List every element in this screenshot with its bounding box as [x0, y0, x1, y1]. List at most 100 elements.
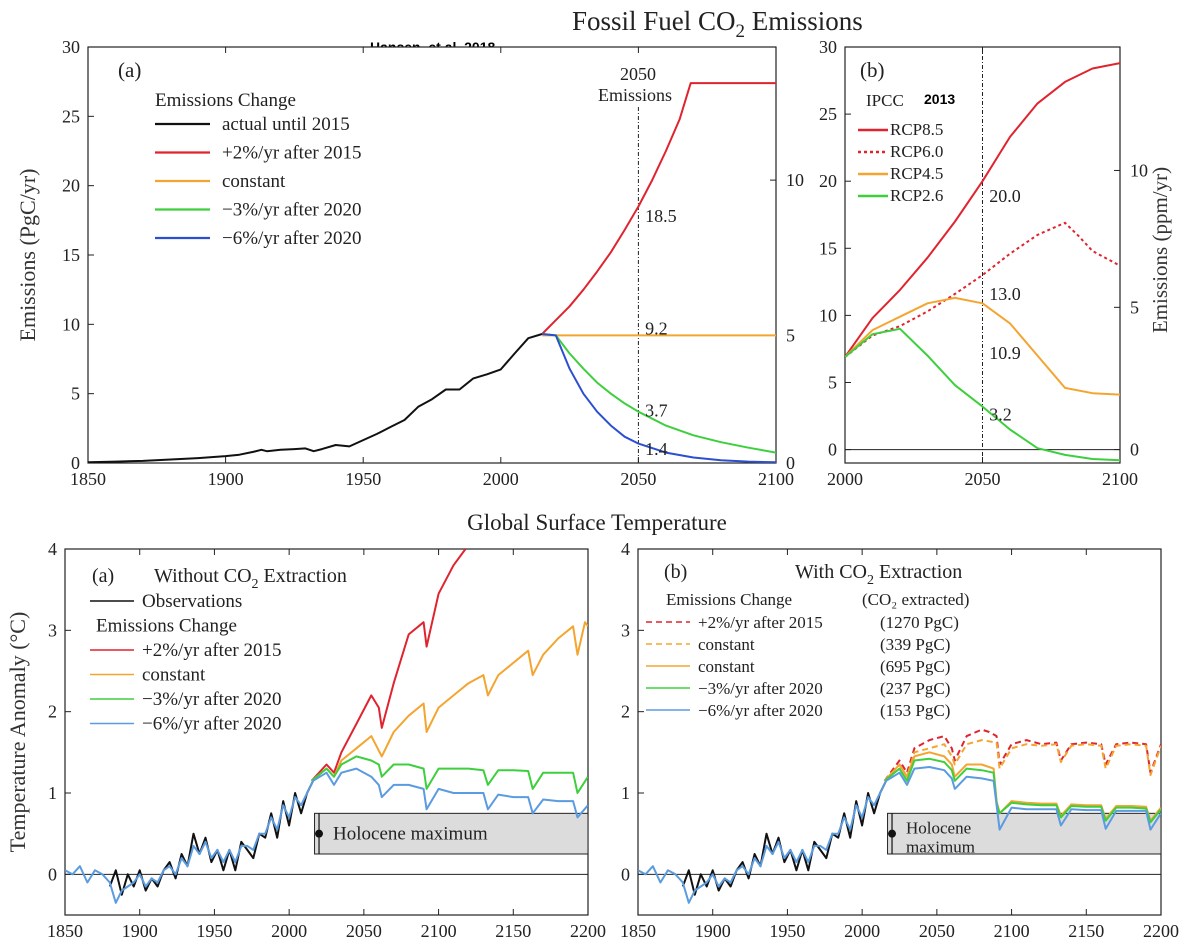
- tick-layer: 2000 2050 2100 0 5 10 15 20 25 30 0 5 10: [819, 37, 1148, 489]
- legend-label: −6%/yr after 2020: [698, 701, 823, 720]
- series-line-5: [638, 766, 1161, 904]
- series-line-3: [883, 751, 1161, 822]
- legend-items: actual until 2015 +2%/yr after 2015 consta…: [155, 114, 361, 249]
- x-tick-label: 2050: [965, 469, 1001, 489]
- y-tick-label: 1: [48, 783, 57, 803]
- tick-layer: 1850 1900 1950 2000 2050 2100 2150 2200 0 1 2 3 4: [47, 539, 606, 940]
- x-tick-label: 2100: [421, 921, 457, 940]
- series-line-1: [310, 549, 467, 782]
- y-tick-label: 30: [819, 37, 837, 57]
- x-tick-label: 2150: [495, 921, 531, 940]
- holocene-marker: [315, 829, 324, 838]
- panel-label: (a): [118, 58, 141, 82]
- panel-emissions-a: Emissions (PgC/yr) (a) 1850 1900 1950 2000 2…: [15, 37, 804, 489]
- legend-header: Emissions Change: [96, 616, 237, 637]
- y-tick-label: 15: [62, 245, 80, 265]
- value-label: 9.2: [645, 318, 668, 338]
- x-tick-label: 2050: [620, 469, 656, 489]
- y-tick-label: 0: [828, 440, 837, 460]
- y-tick-label: 2: [48, 702, 57, 722]
- x-tick-label: 2050: [919, 921, 955, 940]
- x-tick-label: 2200: [570, 921, 606, 940]
- legend-title: Emissions Change: [155, 90, 296, 111]
- x-tick-label: 1950: [769, 921, 805, 940]
- panel-temperature-a: Temperature Anomaly (°C) 1850 1900 1950 200…: [5, 539, 606, 940]
- series-line-2: [845, 296, 1120, 396]
- y-tick-label: 20: [62, 176, 80, 196]
- y-tick-label: 30: [62, 37, 80, 57]
- series-group: [638, 728, 1161, 904]
- holocene-label: Holocene maximum: [333, 824, 488, 845]
- value-label-layer: 20.0 13.0 10.9 3.2: [989, 186, 1021, 425]
- series-line-1: [541, 82, 776, 335]
- panel-label: (a): [92, 565, 114, 587]
- x-tick-label: 2100: [994, 921, 1030, 940]
- y-tick-label: 0: [71, 453, 80, 473]
- legend-title: IPCC: [866, 91, 904, 110]
- series-group: [88, 82, 776, 463]
- y-tick-label: 4: [621, 539, 630, 559]
- vline-label-line1: 2050: [620, 64, 656, 84]
- x-tick-label: 1950: [196, 921, 232, 940]
- panel-title: With CO2 Extraction: [795, 561, 962, 588]
- y-tick-label: 0: [48, 864, 57, 884]
- y-tick-label: 2: [621, 702, 630, 722]
- holocene-band: Holocene maximum: [314, 812, 589, 855]
- legend-label: actual until 2015: [222, 114, 350, 135]
- legend: IPCC 2013 RCP8.5 RCP6.0 RCP4.5 RCP2.6: [858, 91, 955, 205]
- legend-header: Emissions Change: [666, 590, 792, 609]
- x-tick-label: 2000: [271, 921, 307, 940]
- x-tick-label: 2200: [1143, 921, 1179, 940]
- legend-note: (153 PgC): [880, 701, 950, 720]
- legend-label: RCP4.5: [890, 164, 943, 183]
- x-tick-label: 2000: [827, 469, 863, 489]
- legend-label: −3%/yr after 2020: [142, 689, 281, 710]
- series-line-0: [845, 62, 1120, 358]
- holocene-marker: [888, 829, 897, 838]
- series-group: [65, 549, 588, 904]
- x-tick-label: 2150: [1068, 921, 1104, 940]
- legend-label: +2%/yr after 2015: [222, 143, 361, 164]
- value-label: 13.0: [989, 284, 1021, 304]
- y-tick-label: 10: [819, 305, 837, 325]
- series-line-4: [541, 333, 776, 463]
- y-tick-label: 4: [48, 539, 57, 559]
- legend-label: RCP8.5: [890, 120, 943, 139]
- y-tick-label: 3: [621, 620, 630, 640]
- series-layer: [65, 549, 588, 904]
- legend-label: +2%/yr after 2015: [142, 640, 281, 661]
- y-tick-label: 3: [48, 620, 57, 640]
- series-layer: [88, 82, 776, 463]
- right-tick-label: 5: [786, 325, 795, 345]
- y-tick-label: 10: [62, 314, 80, 334]
- x-tick-label: 1900: [122, 921, 158, 940]
- right-tick-label: 10: [786, 170, 804, 190]
- panel-label: (b): [860, 58, 885, 82]
- legend: Observations Emissions Change +2%/yr after…: [90, 591, 281, 735]
- x-tick-label: 1950: [345, 469, 381, 489]
- x-tick-label: 1900: [695, 921, 731, 940]
- x-tick-label: 1850: [70, 469, 106, 489]
- series-line-4: [65, 767, 588, 904]
- y-tick-label: 0: [621, 864, 630, 884]
- tick-layer: 1850 1900 1950 2000 2050 2100 2150 2200 0 1 2 3 4: [620, 539, 1179, 940]
- y-tick-label: 1: [621, 783, 630, 803]
- y-tick-label: 20: [819, 171, 837, 191]
- legend-note: (695 PgC): [880, 657, 950, 676]
- legend-label: −6%/yr after 2020: [222, 228, 361, 249]
- value-label: 10.9: [989, 343, 1021, 363]
- vline-label-line2: Emissions: [598, 85, 672, 105]
- legend-label: −3%/yr after 2020: [698, 679, 823, 698]
- series-layer: [638, 728, 1161, 904]
- series-line-3: [541, 333, 776, 454]
- y-axis-label: Emissions (ppm/yr): [1148, 167, 1172, 333]
- x-tick-label: 2100: [758, 469, 794, 489]
- legend: +2%/yr after 2015 (1270 PgC) constant (339 …: [646, 613, 959, 720]
- legend-label: constant: [142, 665, 206, 686]
- legend-note: (237 PgC): [880, 679, 950, 698]
- legend-label: RCP2.6: [890, 186, 943, 205]
- right-tick-label: 5: [1130, 297, 1139, 317]
